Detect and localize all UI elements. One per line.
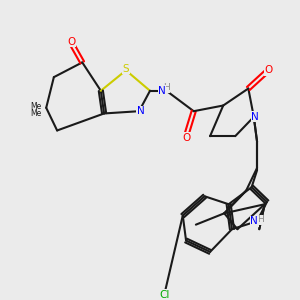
Text: N: N bbox=[137, 106, 144, 116]
Text: O: O bbox=[67, 37, 76, 46]
Text: S: S bbox=[123, 64, 129, 74]
Text: N: N bbox=[251, 112, 259, 122]
Text: Me: Me bbox=[30, 102, 41, 111]
Text: Cl: Cl bbox=[159, 290, 169, 300]
Text: O: O bbox=[264, 65, 272, 75]
Text: H: H bbox=[256, 215, 263, 224]
Text: Me: Me bbox=[30, 109, 41, 118]
Text: O: O bbox=[182, 133, 190, 142]
Text: N: N bbox=[158, 86, 166, 96]
Text: H: H bbox=[163, 83, 170, 92]
Text: N: N bbox=[250, 216, 258, 226]
